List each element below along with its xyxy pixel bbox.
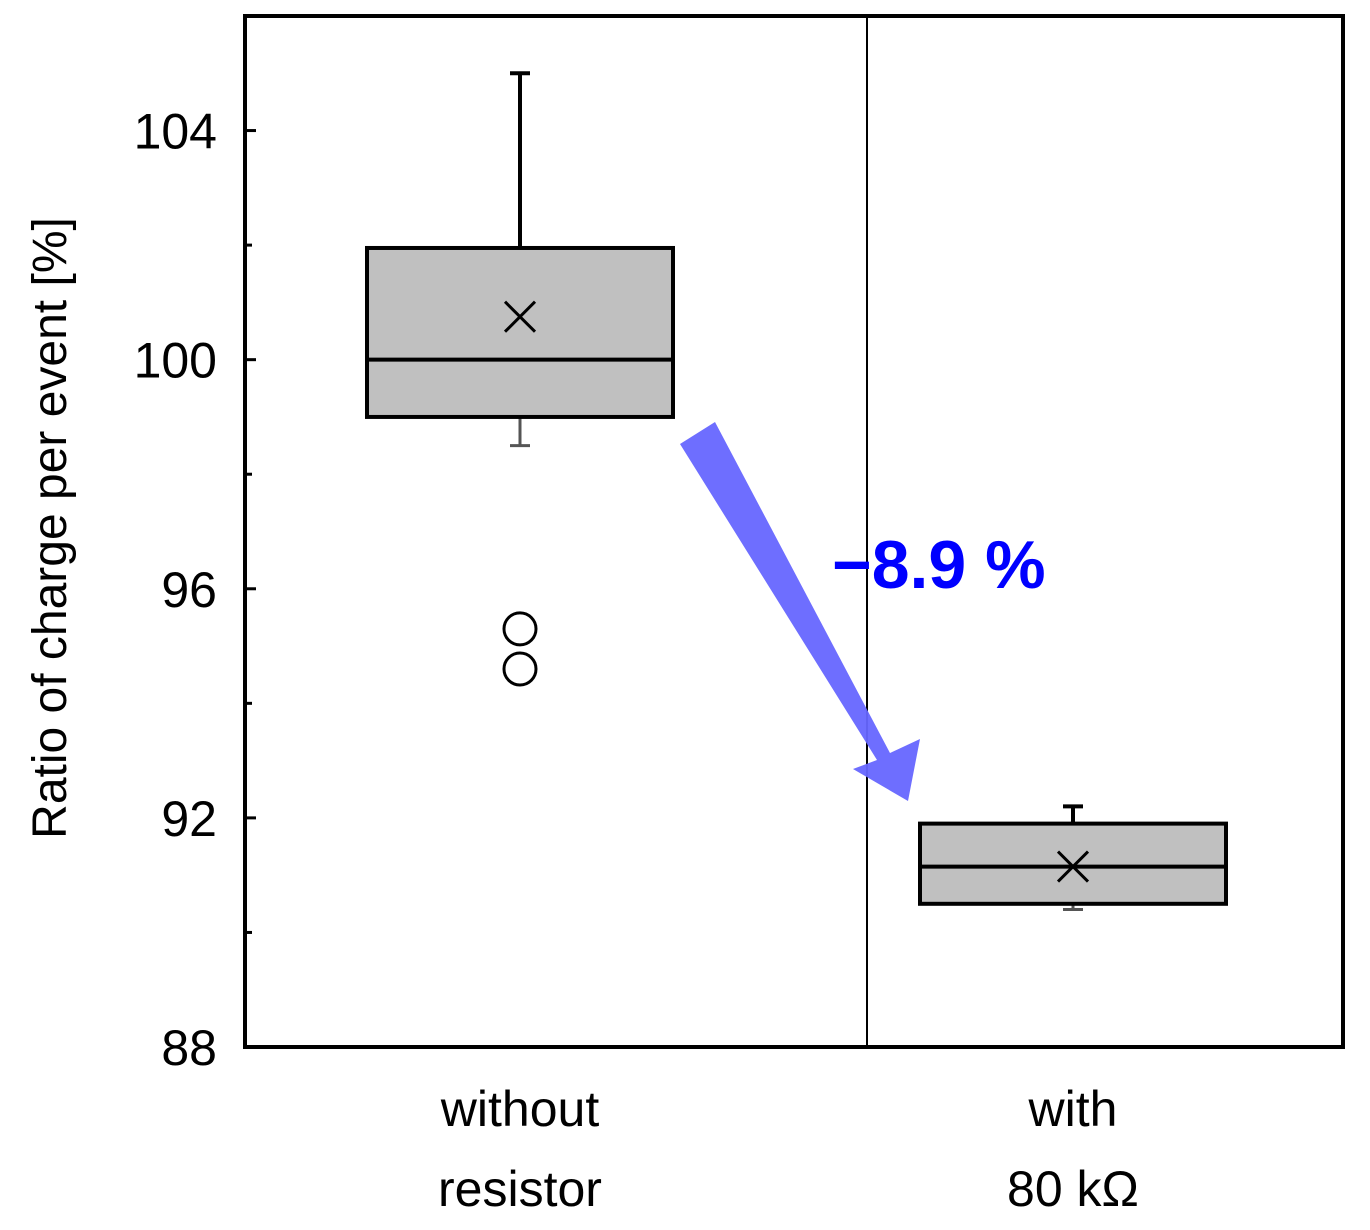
boxes-layer bbox=[365, 71, 1228, 912]
iqr-box bbox=[365, 245, 675, 419]
mean-marker bbox=[1056, 850, 1090, 883]
decrease-arrow bbox=[680, 422, 920, 801]
plot-frame-layer bbox=[243, 14, 1345, 1049]
outlier-point bbox=[502, 651, 538, 687]
y-tick-label: 96 bbox=[161, 562, 217, 618]
iqr-box bbox=[918, 821, 1228, 906]
y-tick-label: 92 bbox=[161, 791, 217, 847]
change-annotation: −8.9 % bbox=[832, 527, 1046, 603]
mean-marker bbox=[503, 300, 537, 333]
x-category-label-line1: with bbox=[1028, 1081, 1118, 1137]
text-layer: −8.9 % 88 92 96 100 104 Ratio of charge per e… bbox=[24, 104, 1139, 1217]
y-axis-label: Ratio of charge per event [%] bbox=[24, 217, 77, 839]
x-category-label-line1: without bbox=[440, 1081, 600, 1137]
x-category-label-line2: 80 kΩ bbox=[1007, 1161, 1139, 1217]
y-tick-label: 100 bbox=[134, 333, 217, 389]
outlier-point bbox=[502, 611, 538, 647]
x-category-label-line2: resistor bbox=[438, 1161, 602, 1217]
y-tick-label: 88 bbox=[161, 1020, 217, 1076]
arrow-layer bbox=[680, 422, 920, 801]
y-tick-label: 104 bbox=[134, 104, 217, 160]
plot-frame bbox=[243, 14, 1345, 1049]
